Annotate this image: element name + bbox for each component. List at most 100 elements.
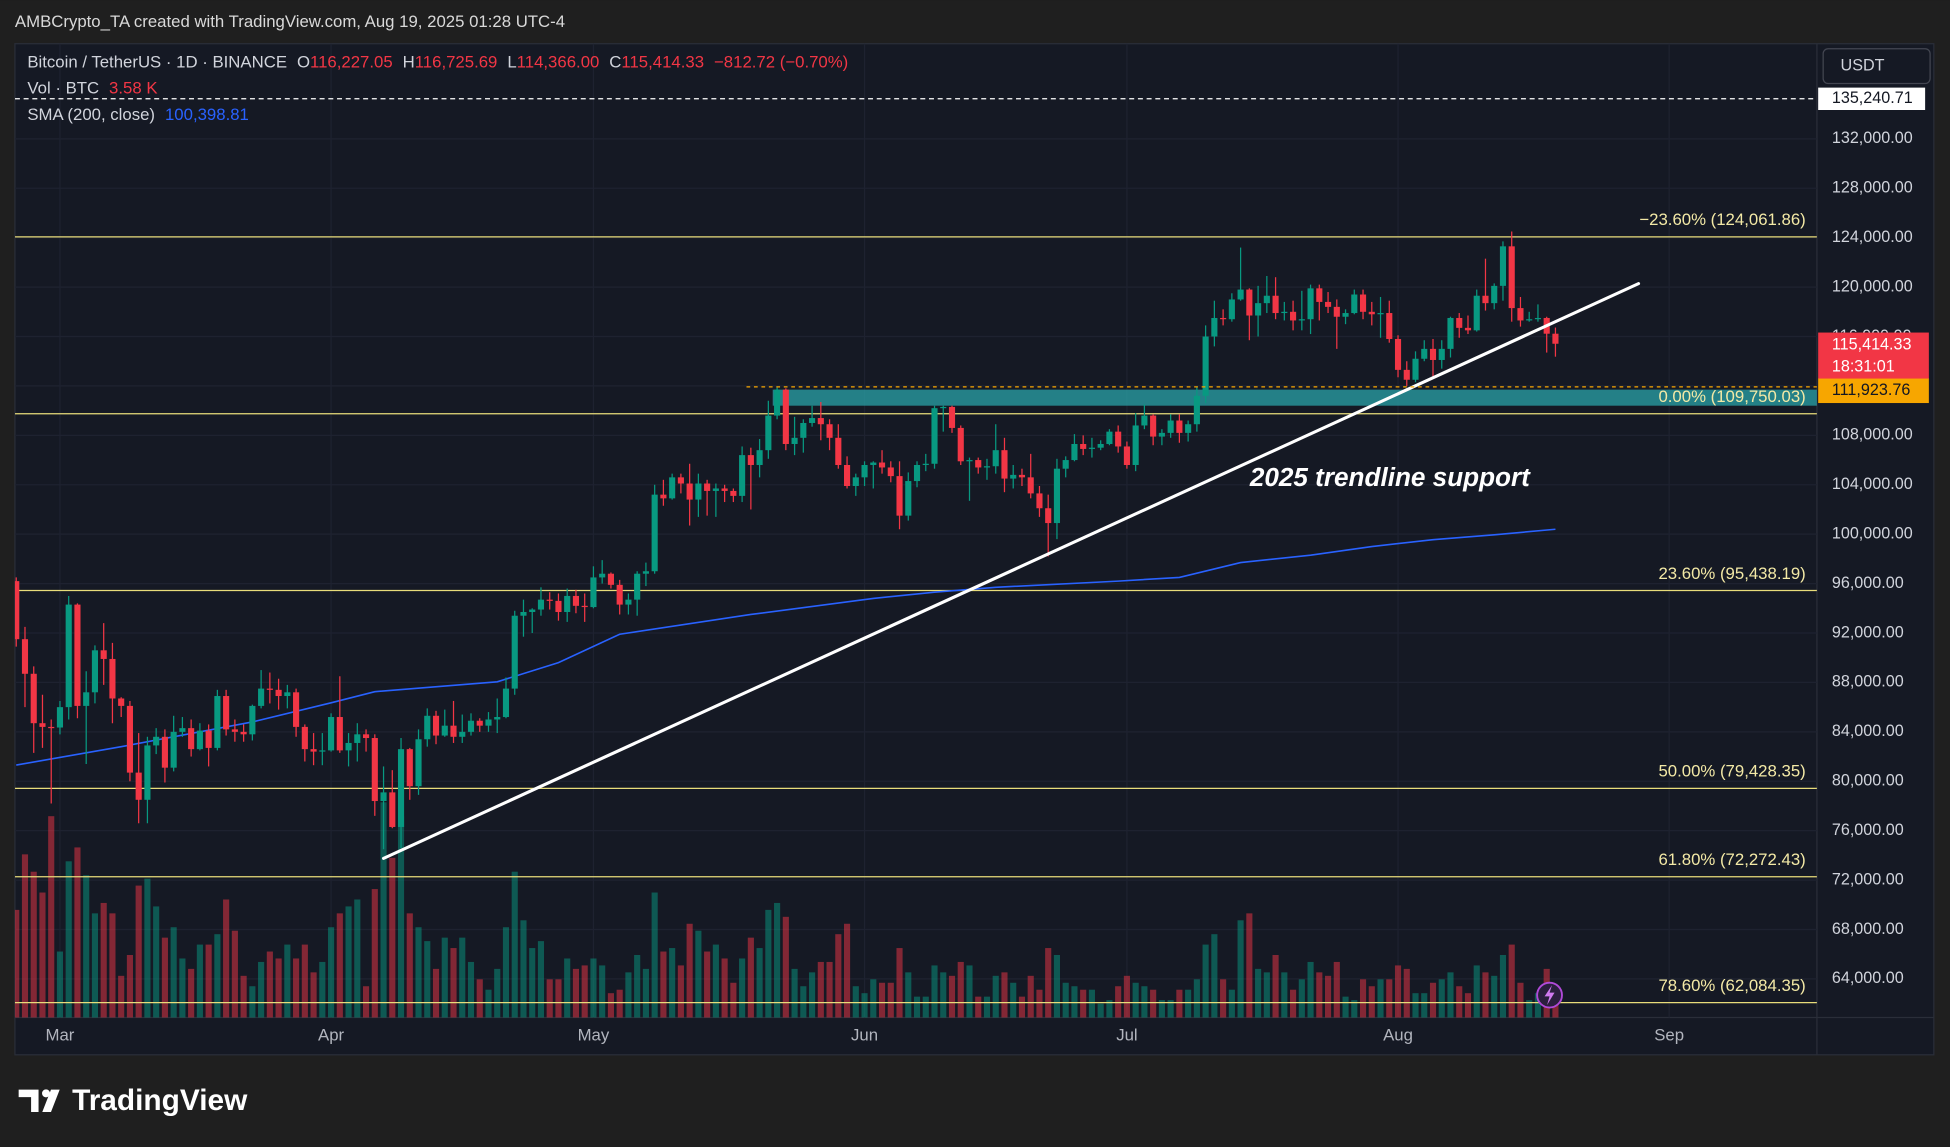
- candle-body: [1499, 246, 1507, 286]
- volume-bar: [293, 958, 300, 1018]
- volume-bar: [695, 930, 702, 1018]
- volume-bar: [1228, 989, 1235, 1018]
- y-tick-label: 84,000.00: [1832, 722, 1904, 740]
- candle-body: [1018, 474, 1026, 478]
- volume-bar: [1281, 972, 1288, 1018]
- plot: [14, 43, 1817, 1018]
- volume-bar: [1150, 989, 1157, 1018]
- candle-body: [817, 418, 824, 425]
- volume-bar: [852, 986, 859, 1018]
- volume-bar: [1473, 965, 1480, 1018]
- y-tick-label: 108,000.00: [1832, 426, 1913, 444]
- logo-dot: [42, 1089, 50, 1098]
- candle-body: [319, 750, 326, 752]
- currency-button[interactable]: [1822, 48, 1931, 85]
- logo-mark: [18, 1089, 39, 1112]
- candle-body: [485, 719, 492, 726]
- y-tick-label: 128,000.00: [1832, 179, 1913, 197]
- fib-label: 78.60% (62,084.35): [1658, 976, 1805, 995]
- volume-bar: [966, 965, 973, 1018]
- candle-body: [686, 483, 693, 500]
- candle-body: [1342, 313, 1349, 317]
- volume-bar: [1167, 1000, 1174, 1018]
- lightning-icon[interactable]: [1536, 981, 1563, 1009]
- candle-body: [441, 725, 448, 736]
- y-tick-label: 68,000.00: [1832, 920, 1904, 938]
- icon-bolt[interactable]: [1544, 985, 1555, 1006]
- sma-line: [16, 528, 1556, 766]
- x-tick-label: Mar: [46, 1026, 75, 1045]
- volume-bar: [30, 871, 37, 1018]
- volume-bar: [905, 972, 912, 1018]
- candle-body: [712, 488, 719, 491]
- volume-bar: [450, 948, 457, 1018]
- volume-bar: [537, 941, 545, 1018]
- candle-body: [467, 720, 475, 732]
- brand-logo: [18, 1089, 60, 1112]
- volume-bar: [1220, 979, 1227, 1018]
- candle-body: [126, 705, 133, 773]
- volume-bar: [345, 906, 352, 1018]
- candle-body: [852, 477, 859, 486]
- candle-body: [1368, 311, 1375, 315]
- y-tick-label: 96,000.00: [1832, 574, 1904, 592]
- volume-bar: [721, 958, 728, 1018]
- candle-body: [948, 406, 956, 428]
- volume-bar: [1106, 1000, 1113, 1018]
- candle-body: [39, 723, 46, 727]
- candle-body: [1482, 295, 1489, 304]
- candle-body: [1290, 311, 1297, 321]
- volume-bar: [231, 930, 238, 1018]
- volume-bar: [415, 927, 422, 1018]
- candle-body: [424, 715, 431, 740]
- volume-bar: [546, 979, 553, 1018]
- h-value: 116,725.69: [415, 53, 498, 72]
- candle-body: [791, 437, 798, 444]
- candle-body: [1001, 450, 1008, 479]
- volume-bar: [441, 937, 448, 1018]
- candle-body: [1202, 336, 1209, 396]
- volume-bar: [520, 920, 527, 1018]
- volume-bar: [406, 913, 413, 1018]
- volume-bar: [1386, 979, 1393, 1018]
- candle-body: [677, 477, 684, 484]
- volume-bar: [223, 899, 230, 1018]
- candle-body: [1263, 295, 1270, 304]
- candle-body: [529, 609, 536, 613]
- volume-bar: [940, 972, 947, 1018]
- candle-body: [362, 734, 370, 739]
- volume-bar: [432, 968, 440, 1018]
- volume-bar: [1491, 975, 1498, 1018]
- candle-body: [826, 424, 833, 438]
- volume-bar: [1176, 989, 1183, 1018]
- volume-bar: [494, 968, 501, 1018]
- candle-body: [1456, 317, 1463, 328]
- candle-body: [118, 698, 125, 706]
- candle-body: [1132, 425, 1139, 465]
- volume-bar: [74, 847, 81, 1018]
- sma-value: 100,398.81: [165, 105, 249, 124]
- volume-bar: [1342, 996, 1349, 1018]
- volume-bar: [1053, 955, 1061, 1018]
- vol-value: 3.58 K: [109, 79, 157, 98]
- currency[interactable]: USDT: [1841, 56, 1885, 74]
- candle-body: [310, 749, 317, 752]
- volume-bar: [240, 975, 247, 1018]
- candle-body: [196, 730, 203, 750]
- candle-body: [537, 599, 545, 610]
- volume-bar: [275, 958, 282, 1018]
- volume-bar: [634, 955, 641, 1018]
- volume-bar: [1290, 989, 1297, 1018]
- volume-bar: [328, 927, 335, 1018]
- logo-slash: [42, 1089, 60, 1112]
- fib-label: 0.00% (109,750.03): [1658, 387, 1805, 406]
- volume-bar: [502, 927, 510, 1018]
- support-zone: [772, 389, 1817, 406]
- volume-bar: [380, 802, 387, 1018]
- candle-body: [30, 673, 37, 724]
- volume-bar: [424, 941, 431, 1018]
- candle-body: [1237, 289, 1244, 300]
- candle-body: [240, 731, 247, 735]
- candle-body: [721, 488, 728, 491]
